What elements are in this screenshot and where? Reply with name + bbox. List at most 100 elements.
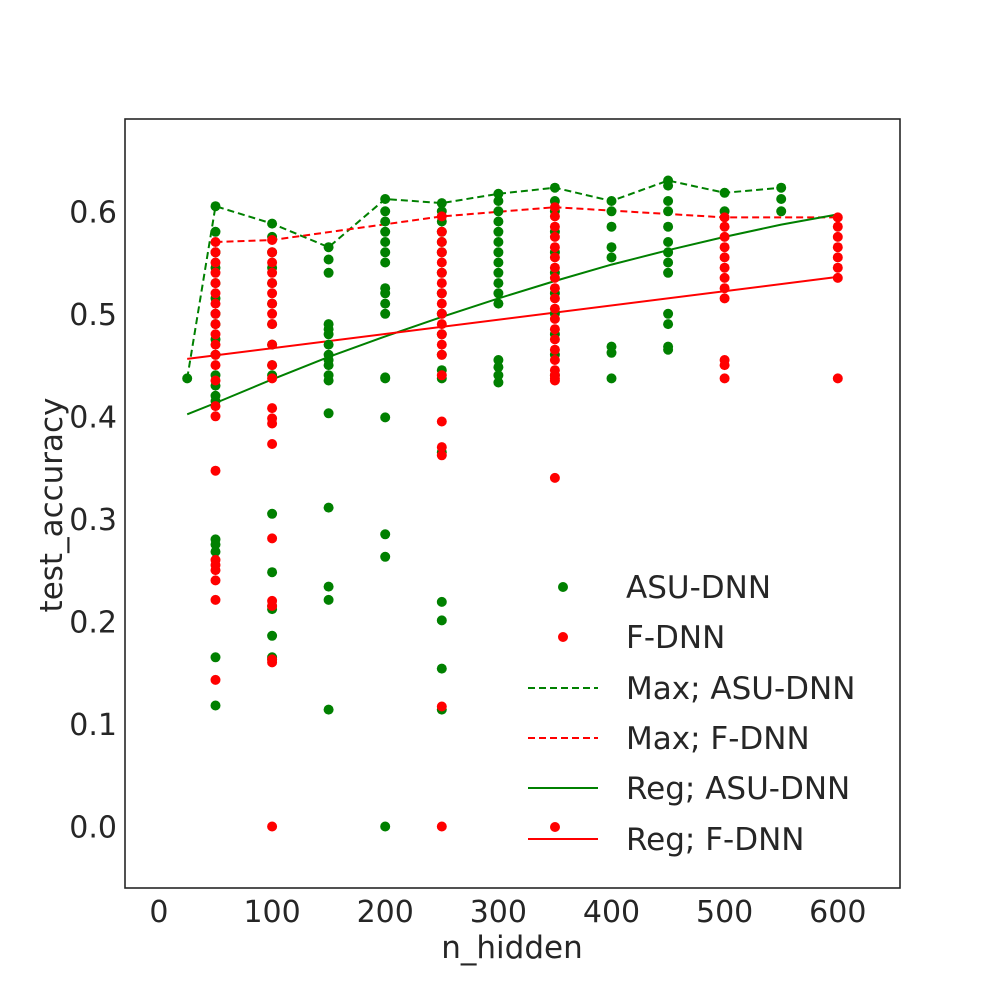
data-point-asu-dnn [663, 267, 674, 278]
data-point-f-dnn [549, 231, 560, 242]
y-tick-label: 0.5 [69, 298, 117, 333]
data-point-f-dnn [210, 267, 221, 278]
data-point-asu-dnn [323, 704, 334, 715]
data-point-f-dnn [267, 373, 278, 384]
data-point-asu-dnn [663, 221, 674, 232]
data-point-f-dnn [719, 272, 730, 283]
data-point-f-dnn [436, 370, 447, 381]
data-point-f-dnn [210, 575, 221, 586]
y-tick-label: 0.3 [69, 503, 117, 538]
data-point-asu-dnn [663, 247, 674, 258]
data-point-f-dnn [832, 272, 843, 283]
data-point-f-dnn [267, 319, 278, 330]
data-point-f-dnn [436, 442, 447, 453]
data-point-f-dnn [210, 329, 221, 340]
data-point-asu-dnn [267, 508, 278, 519]
data-point-asu-dnn [663, 206, 674, 217]
data-point-asu-dnn [776, 194, 787, 204]
x-tick-label: 100 [243, 895, 300, 930]
data-point-f-dnn [549, 313, 560, 324]
data-point-asu-dnn [493, 188, 504, 199]
data-point-f-dnn [549, 344, 560, 355]
legend-label-max-f-dnn: Max; F-DNN [626, 721, 810, 757]
data-point-f-dnn [267, 257, 278, 268]
data-point-asu-dnn [267, 567, 278, 578]
data-point-f-dnn [210, 349, 221, 360]
data-point-asu-dnn [606, 206, 617, 217]
data-point-asu-dnn [436, 596, 447, 607]
series-line-max-asu-dnn [186, 179, 782, 379]
data-point-f-dnn [549, 262, 560, 273]
y-tick-label: 0.2 [69, 605, 117, 640]
data-point-asu-dnn [210, 226, 221, 237]
legend-label-max-asu-dnn: Max; ASU-DNN [626, 671, 855, 707]
data-point-f-dnn [210, 237, 221, 247]
data-point-asu-dnn [606, 373, 617, 384]
data-point-f-dnn [210, 411, 221, 422]
data-point-f-dnn [549, 303, 560, 314]
x-tick-label: 500 [696, 895, 753, 930]
data-point-f-dnn [549, 293, 560, 304]
data-point-asu-dnn [380, 373, 391, 384]
data-point-asu-dnn [380, 308, 391, 319]
data-point-f-dnn [832, 262, 843, 273]
data-point-asu-dnn [323, 254, 334, 265]
data-point-f-dnn [210, 594, 221, 605]
data-point-asu-dnn [380, 237, 391, 247]
data-point-asu-dnn [493, 355, 504, 365]
data-point-asu-dnn [323, 329, 334, 340]
data-point-f-dnn [267, 278, 278, 289]
data-point-f-dnn [436, 416, 447, 427]
data-point-f-dnn [436, 247, 447, 258]
y-tick-label: 0.1 [69, 708, 117, 743]
data-point-f-dnn [549, 472, 560, 483]
data-point-asu-dnn [380, 206, 391, 217]
ticks-layer: 0 100 200 300 400 500 600 0.0 0.1 0.2 0.3 0.4 0.5 0.6 [69, 195, 866, 930]
data-point-asu-dnn [493, 237, 504, 247]
data-point-f-dnn [267, 339, 278, 350]
data-point-asu-dnn [380, 821, 391, 832]
data-point-asu-dnn [606, 221, 617, 232]
data-point-f-dnn [549, 221, 560, 232]
data-point-asu-dnn [380, 247, 391, 258]
data-point-f-dnn [436, 821, 447, 832]
data-point-asu-dnn [380, 551, 391, 562]
data-point-f-dnn [832, 373, 843, 384]
data-point-asu-dnn [493, 196, 504, 206]
data-point-f-dnn [436, 288, 447, 299]
data-point-asu-dnn [493, 216, 504, 227]
data-point-asu-dnn [210, 700, 221, 711]
series-line-reg-f-dnn [187, 275, 838, 360]
data-point-f-dnn [436, 339, 447, 350]
data-point-asu-dnn [380, 257, 391, 268]
data-point-f-dnn [267, 360, 278, 371]
data-point-f-dnn [267, 821, 278, 832]
data-point-f-dnn [549, 202, 560, 213]
data-point-f-dnn [549, 283, 560, 294]
data-point-f-dnn [719, 360, 730, 371]
data-point-f-dnn [436, 701, 447, 712]
data-point-asu-dnn [493, 370, 504, 381]
data-point-asu-dnn [323, 581, 334, 592]
data-point-f-dnn [436, 211, 447, 222]
x-tick-label: 400 [583, 895, 640, 930]
data-point-asu-dnn [380, 194, 391, 204]
data-point-asu-dnn [493, 226, 504, 237]
data-point-asu-dnn [663, 180, 674, 191]
data-point-asu-dnn [549, 182, 560, 193]
data-point-f-dnn [210, 375, 221, 386]
data-point-asu-dnn [663, 257, 674, 268]
data-point-asu-dnn [606, 252, 617, 263]
data-point-f-dnn [436, 278, 447, 289]
data-point-f-dnn [719, 373, 730, 384]
data-point-asu-dnn [380, 298, 391, 309]
data-point-asu-dnn [380, 288, 391, 299]
data-point-f-dnn [436, 257, 447, 268]
data-point-asu-dnn [663, 237, 674, 247]
data-point-f-dnn [832, 252, 843, 263]
data-point-f-dnn [549, 324, 560, 335]
data-point-asu-dnn [663, 319, 674, 330]
points-layer [182, 175, 843, 832]
data-point-f-dnn [719, 221, 730, 232]
